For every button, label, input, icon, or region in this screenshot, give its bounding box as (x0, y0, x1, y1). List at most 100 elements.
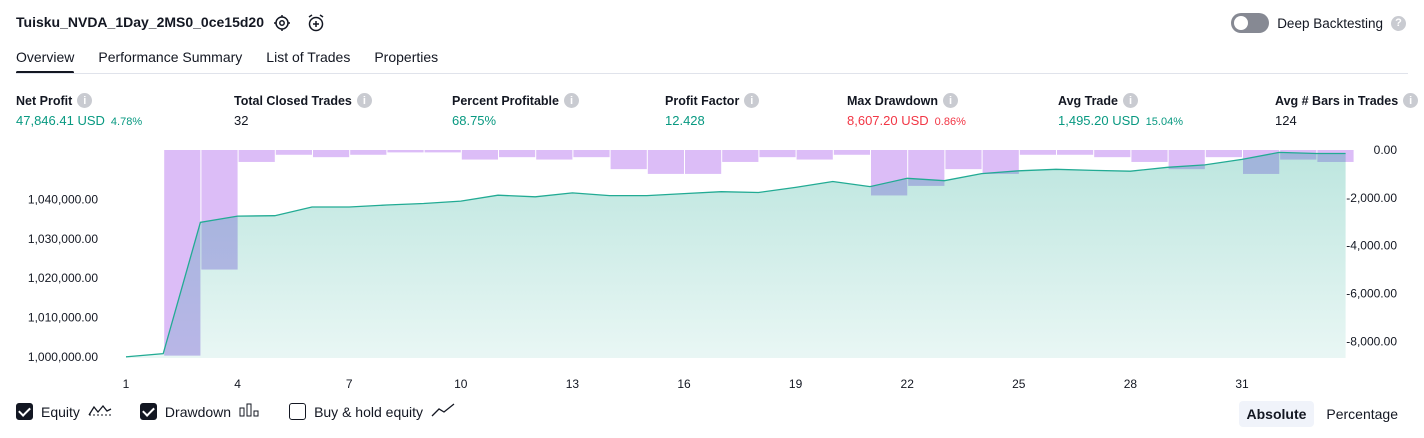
drawdown-bar-overlap (1280, 152, 1317, 160)
equity-line-icon (88, 403, 112, 420)
add-alert-icon[interactable] (306, 13, 326, 33)
x-axis-tick-label: 19 (789, 377, 803, 391)
drawdown-bar (833, 150, 870, 155)
metric-avg-bars-in-trades: Avg # Bars in Trades i 124 (1275, 93, 1419, 128)
metric-max-drawdown: Max Drawdown i 8,607.20 USD 0.86% (847, 93, 966, 128)
drawdown-bar (759, 150, 796, 158)
deep-backtesting-label: Deep Backtesting (1277, 15, 1383, 31)
deep-backtesting: Deep Backtesting ? (1231, 13, 1406, 33)
drawdown-bar (275, 150, 312, 155)
x-axis-tick-label: 4 (234, 377, 241, 391)
gear-icon[interactable] (272, 13, 292, 33)
metric-label: Total Closed Trades (234, 93, 352, 108)
metric-label: Avg Trade (1058, 93, 1118, 108)
metric-value: 124 (1275, 113, 1297, 128)
right-axis-tick-label: -4,000.00 (1346, 239, 1397, 253)
drawdown-bar (1205, 150, 1242, 158)
tab-overview[interactable]: Overview (16, 44, 75, 74)
metric-sub: 15.04% (1145, 116, 1183, 128)
metric-label: Net Profit (16, 93, 73, 108)
metric-value: 1,495.20 USD (1058, 113, 1140, 128)
metric-value: 68.75% (452, 113, 497, 128)
drawdown-bar (573, 150, 610, 158)
drawdown-bar (350, 150, 387, 155)
legend-label: Drawdown (164, 403, 232, 420)
drawdown-bar (1094, 150, 1131, 158)
equity-area (126, 152, 1346, 358)
buy-hold-checkbox[interactable] (289, 403, 307, 420)
info-icon[interactable]: i (563, 93, 579, 108)
metric-label: Profit Factor (665, 93, 740, 108)
info-icon[interactable]: i (744, 93, 760, 108)
left-axis-tick-label: 1,020,000.00 (28, 271, 98, 285)
info-icon[interactable]: i (943, 93, 958, 108)
x-axis-tick-label: 22 (901, 377, 915, 391)
x-axis-tick-label: 1 (123, 377, 130, 391)
drawdown-bar (796, 150, 833, 160)
metric-value: 32 (234, 113, 249, 128)
drawdown-bar (238, 150, 275, 162)
x-axis-tick-label: 31 (1235, 377, 1249, 391)
right-axis-tick-label: 0.00 (1374, 143, 1398, 157)
metric-value: 47,846.41 USD (16, 113, 105, 128)
metric-total-closed-trades: Total Closed Trades i 32 (234, 93, 372, 128)
strategy-title: Tuisku_NVDA_1Day_2MS0_0ce15d20 (16, 14, 264, 30)
toggle-knob (1234, 16, 1249, 30)
info-icon[interactable]: i (77, 93, 93, 108)
buy-hold-line-icon (431, 403, 455, 420)
info-icon[interactable]: i (1403, 93, 1419, 108)
legend-buy-hold-equity[interactable]: Buy & hold equity (289, 403, 455, 420)
drawdown-bars-icon (239, 403, 261, 420)
metric-value: 12.428 (665, 113, 705, 128)
drawdown-bar (1131, 150, 1168, 162)
drawdown-bar (647, 150, 684, 174)
metric-avg-trade: Avg Trade i 1,495.20 USD 15.04% (1058, 93, 1183, 128)
metric-sub: 0.86% (934, 116, 966, 128)
drawdown-bar (499, 150, 536, 158)
legend-equity[interactable]: Equity (16, 403, 112, 420)
metric-label: Avg # Bars in Trades (1275, 93, 1399, 108)
legend-label: Equity (41, 403, 80, 420)
metric-sub: 4.78% (110, 116, 143, 128)
legend-label: Buy & hold equity (314, 403, 424, 420)
drawdown-bar (313, 150, 350, 158)
metric-percent-profitable: Percent Profitable i 68.75% (452, 93, 579, 128)
info-icon[interactable]: ? (1391, 15, 1406, 31)
x-axis-tick-label: 25 (1012, 377, 1026, 391)
tab-performance-summary[interactable]: Performance Summary (98, 49, 243, 65)
x-axis-tick-label: 16 (677, 377, 691, 391)
equity-checkbox[interactable] (16, 403, 33, 420)
info-icon[interactable]: i (1122, 93, 1138, 108)
right-axis-tick-label: -2,000.00 (1346, 191, 1397, 205)
drawdown-bar (1168, 150, 1205, 170)
x-axis-tick-label: 13 (566, 377, 580, 391)
deep-backtesting-toggle[interactable] (1231, 13, 1270, 33)
drawdown-bar-overlap (1317, 152, 1346, 162)
drawdown-bar (945, 150, 982, 170)
drawdown-checkbox[interactable] (139, 403, 157, 420)
drawdown-bar (536, 150, 573, 160)
left-axis-tick-label: 1,010,000.00 (28, 311, 98, 325)
equity-drawdown-chart[interactable]: 1,000,000.00 1,010,000.00 1,020,000.00 1,03… (0, 138, 1424, 398)
drawdown-bar (387, 150, 424, 153)
left-axis-tick-label: 1,000,000.00 (28, 350, 98, 364)
info-icon[interactable]: i (356, 93, 372, 108)
legend-drawdown[interactable]: Drawdown (139, 403, 261, 420)
metric-value: 8,607.20 USD (847, 113, 929, 128)
drawdown-bar (685, 150, 722, 174)
tab-list-of-trades[interactable]: List of Trades (266, 49, 351, 65)
drawdown-bar (461, 150, 498, 160)
x-axis-tick-label: 7 (346, 377, 353, 391)
drawdown-bar (722, 150, 759, 162)
tab-properties[interactable]: Properties (374, 49, 439, 65)
right-axis-tick-label: -8,000.00 (1346, 334, 1397, 348)
metric-net-profit: Net Profit i 47,846.41 USD 4.78% (16, 93, 142, 128)
metric-profit-factor: Profit Factor i 12.428 (665, 93, 760, 128)
left-axis-tick-label: 1,040,000.00 (28, 193, 98, 207)
drawdown-bar (610, 150, 647, 170)
drawdown-bar (1019, 150, 1056, 155)
percentage-button[interactable]: Percentage (1326, 406, 1398, 422)
absolute-button[interactable]: Absolute (1238, 401, 1315, 427)
chart-legend: Equity Drawdown Buy & hold equity (16, 403, 483, 420)
equity-line (125, 151, 1346, 358)
